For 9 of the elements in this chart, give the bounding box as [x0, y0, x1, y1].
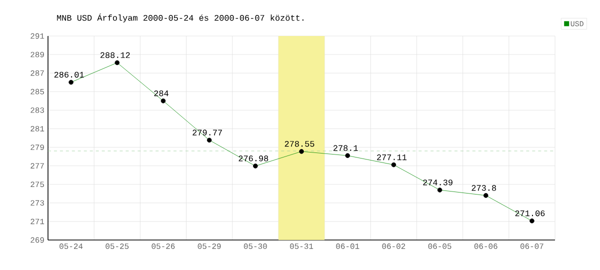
data-label: 273.8 [472, 185, 496, 191]
data-label: 279.77 [192, 130, 222, 136]
data-label: 286.01 [54, 72, 84, 78]
data-label: 278.1 [333, 145, 358, 151]
data-label: 288.12 [100, 52, 130, 58]
data-label: 278.55 [284, 140, 314, 147]
chart-title: MNB USD Árfolyam 2000-05-24 és 2000-06-07 között. [57, 14, 304, 22]
data-label: 277.11 [377, 154, 407, 160]
data-label: 284 [154, 90, 168, 96]
